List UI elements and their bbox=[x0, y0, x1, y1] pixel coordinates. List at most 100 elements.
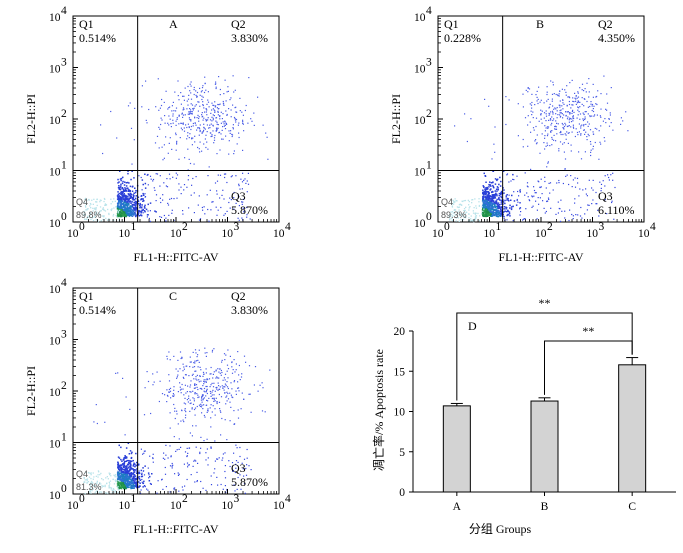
scatter-point bbox=[482, 192, 484, 195]
scatter-point bbox=[155, 211, 157, 213]
scatter-point bbox=[200, 380, 202, 382]
scatter-point bbox=[118, 489, 120, 491]
scatter-point bbox=[223, 173, 226, 175]
scatter-point bbox=[267, 158, 269, 160]
scatter-point bbox=[201, 131, 203, 133]
scatter-point bbox=[608, 179, 610, 181]
scatter-point bbox=[557, 201, 559, 203]
scatter-point bbox=[535, 117, 538, 119]
scatter-point bbox=[562, 108, 564, 110]
y-tick-label: 10 bbox=[49, 12, 61, 24]
scatter-point bbox=[586, 195, 588, 197]
scatter-point bbox=[225, 396, 227, 398]
scatter-point bbox=[582, 112, 584, 114]
y-tick-label: 10 bbox=[49, 284, 61, 296]
scatter-point bbox=[178, 473, 180, 475]
scatter-point bbox=[130, 487, 133, 489]
scatter-point bbox=[572, 124, 574, 126]
scatter-point bbox=[98, 491, 101, 494]
scatter-point bbox=[559, 141, 562, 143]
scatter-point bbox=[157, 78, 159, 80]
scatter-point bbox=[225, 491, 227, 493]
scatter-point bbox=[124, 471, 126, 473]
scatter-point bbox=[219, 174, 222, 176]
scatter-point bbox=[577, 182, 579, 184]
scatter-point bbox=[212, 389, 214, 391]
scatter-point bbox=[550, 80, 552, 82]
scatter-point bbox=[168, 351, 170, 353]
scatter-point bbox=[194, 393, 196, 395]
scatter-point bbox=[144, 465, 146, 467]
scatter-point bbox=[177, 423, 179, 425]
y-tick-label: 10 bbox=[49, 336, 61, 348]
scatter-point bbox=[207, 91, 209, 93]
scatter-point bbox=[94, 216, 96, 218]
scatter-point bbox=[123, 213, 125, 215]
x-tick-label: 10 bbox=[119, 500, 131, 512]
scatter-point bbox=[235, 369, 237, 371]
scatter-point bbox=[485, 202, 487, 205]
scatter-point bbox=[211, 397, 213, 400]
scatter-point bbox=[470, 215, 472, 217]
scatter-point bbox=[454, 209, 456, 211]
quadrant-q2-value: 3.830% bbox=[231, 31, 268, 45]
scatter-point bbox=[527, 115, 529, 117]
scatter-point bbox=[458, 204, 461, 206]
scatter-point bbox=[226, 395, 228, 397]
scatter-point bbox=[119, 196, 121, 198]
scatter-point bbox=[229, 420, 231, 422]
scatter-point bbox=[224, 383, 226, 385]
scatter-point bbox=[112, 478, 114, 480]
scatter-point bbox=[121, 191, 123, 193]
scatter-point bbox=[237, 381, 239, 383]
scatter-point bbox=[551, 130, 553, 132]
scatter-point bbox=[498, 205, 500, 208]
scatter-point bbox=[124, 465, 127, 468]
scatter-point bbox=[489, 200, 491, 202]
scatter-point bbox=[187, 175, 190, 177]
scatter-point bbox=[218, 401, 221, 403]
scatter-point bbox=[114, 200, 116, 202]
scatter-point bbox=[189, 111, 191, 113]
scatter-point bbox=[152, 384, 154, 386]
scatter-point bbox=[154, 142, 157, 144]
scatter-point bbox=[220, 434, 222, 436]
scatter-point bbox=[574, 198, 576, 200]
scatter-point bbox=[587, 133, 589, 135]
scatter-point bbox=[137, 196, 140, 198]
scatter-point bbox=[483, 185, 485, 188]
scatter-point bbox=[196, 91, 199, 94]
scatter-point bbox=[189, 402, 191, 405]
scatter-point bbox=[116, 195, 119, 197]
scatter-point bbox=[95, 490, 97, 493]
scatter-point bbox=[589, 129, 592, 131]
scatter-point bbox=[589, 115, 591, 118]
scatter-point bbox=[208, 397, 210, 399]
scatter-point bbox=[454, 201, 456, 203]
scatter-point bbox=[231, 366, 233, 368]
x-tick-exponent: 3 bbox=[234, 221, 240, 233]
scatter-point bbox=[604, 175, 606, 177]
scatter-point bbox=[224, 470, 226, 473]
scatter-point bbox=[120, 185, 122, 187]
scatter-point bbox=[231, 175, 233, 177]
scatter-point bbox=[483, 204, 485, 207]
scatter-point bbox=[183, 95, 185, 97]
scatter-point bbox=[86, 482, 88, 484]
scatter-point bbox=[186, 478, 188, 481]
scatter-point bbox=[246, 457, 248, 459]
scatter-point bbox=[204, 111, 206, 113]
scatter-point bbox=[134, 479, 137, 481]
scatter-point bbox=[247, 122, 249, 124]
scatter-point bbox=[506, 174, 508, 176]
scatter-point bbox=[522, 138, 524, 141]
quadrant-q4-value: 89.8% bbox=[76, 210, 102, 220]
scatter-point bbox=[198, 219, 201, 221]
scatter-point bbox=[205, 391, 207, 393]
scatter-point bbox=[113, 488, 115, 491]
scatter-point bbox=[226, 91, 228, 93]
scatter-point bbox=[189, 391, 191, 393]
scatter-point bbox=[217, 382, 219, 384]
scatter-point bbox=[253, 112, 255, 114]
scatter-point bbox=[499, 210, 502, 213]
